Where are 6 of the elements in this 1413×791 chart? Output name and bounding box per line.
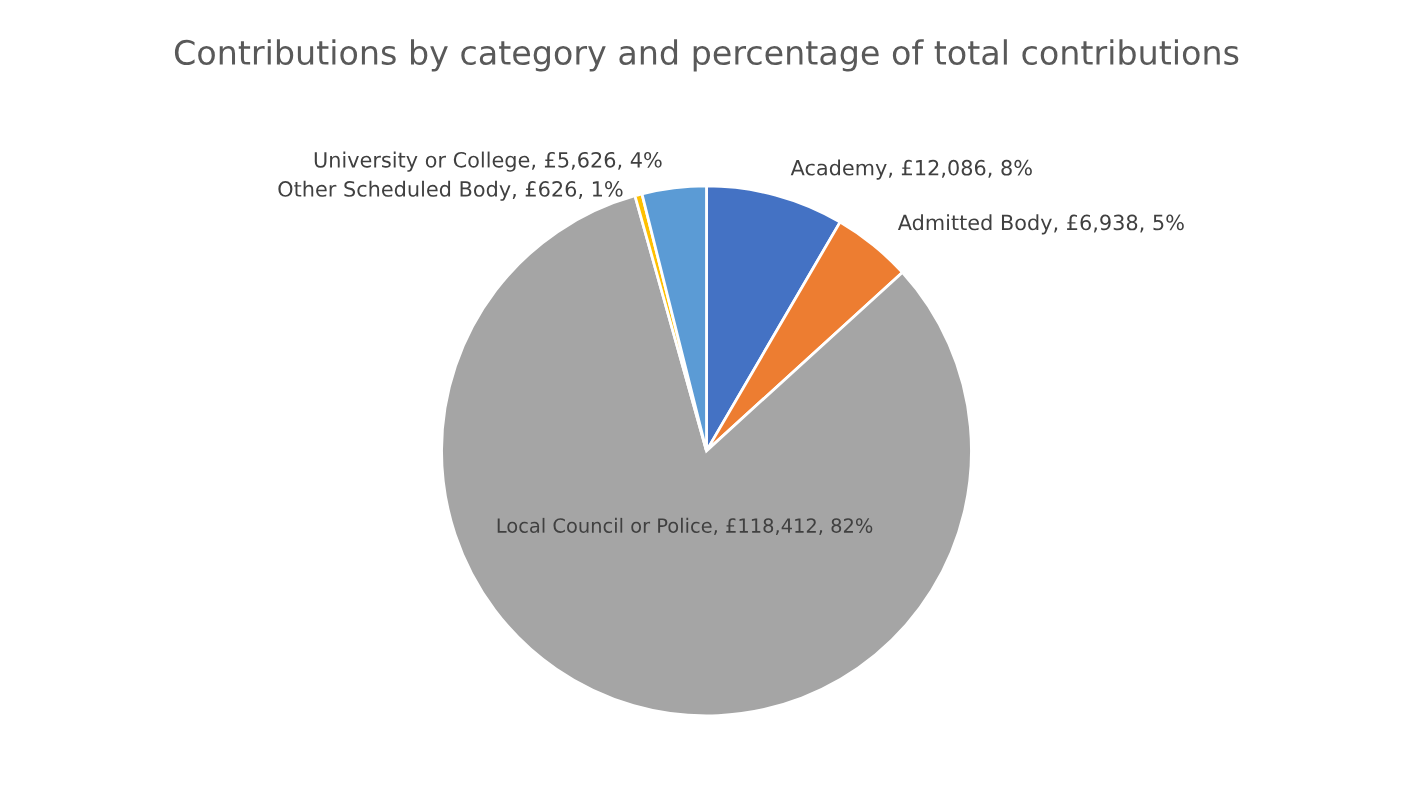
slice-label: Local Council or Police, £118,412, 82% [497,517,873,535]
slice-label: University or College, £5,626, 4% [314,151,662,172]
slice-label: Academy, £12,086, 8% [790,159,1032,180]
slice-label: Admitted Body, £6,938, 5% [897,214,1184,235]
slice-label: Other Scheduled Body, £626, 1% [278,180,623,201]
chart-title: Contributions by category and percentage of total contributions [174,39,1239,72]
